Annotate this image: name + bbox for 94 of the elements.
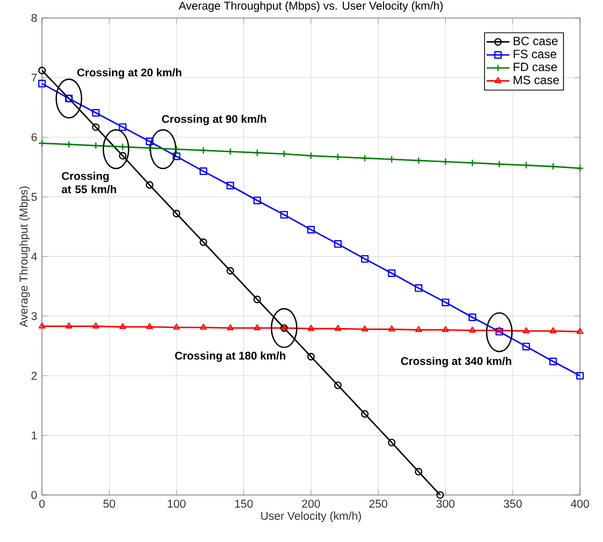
y-tick-label: 7 — [32, 74, 37, 82]
point — [388, 156, 396, 164]
y-tick-label: 6 — [32, 133, 37, 142]
point — [226, 148, 234, 156]
point — [442, 158, 450, 166]
point — [66, 322, 72, 328]
y-tick-label: 3 — [31, 312, 37, 320]
point — [254, 324, 261, 330]
point — [361, 255, 369, 263]
point — [146, 181, 154, 189]
chart-title: Average Throughput (Mbps) vs. User Velocity (km/h) — [178, 1, 443, 12]
y-tick-label: 1 — [32, 431, 37, 440]
point — [200, 146, 208, 154]
point — [173, 324, 180, 330]
annotation: Crossing at 340 km/h — [401, 356, 512, 368]
point — [146, 138, 154, 146]
point — [334, 240, 342, 248]
point — [226, 324, 234, 330]
point — [388, 325, 396, 332]
legend-label: BC case — [514, 36, 558, 46]
point — [118, 123, 127, 131]
point — [468, 314, 476, 322]
point — [92, 123, 100, 131]
point — [334, 153, 342, 161]
annotation: Crossing at 55 km/h — [62, 172, 116, 194]
x-tick-label: 300 — [436, 500, 454, 508]
x-tick-label: 350 — [504, 500, 522, 508]
point — [361, 410, 369, 418]
point — [307, 226, 315, 234]
x-tick-label: 200 — [302, 500, 320, 508]
point — [442, 326, 449, 332]
point — [469, 326, 476, 333]
point — [172, 145, 180, 153]
point — [307, 152, 315, 160]
legend-label: FD case — [514, 62, 557, 72]
point — [38, 80, 46, 88]
point — [308, 324, 314, 331]
x-tick-label: 250 — [369, 500, 388, 508]
point — [414, 468, 422, 476]
point — [253, 296, 261, 304]
point — [200, 238, 208, 246]
point — [253, 148, 261, 157]
point — [146, 144, 154, 152]
point — [522, 342, 530, 350]
x-tick-label: 400 — [570, 500, 589, 508]
point — [172, 210, 180, 218]
point — [550, 327, 556, 334]
y-tick-label: 5 — [31, 192, 37, 201]
point — [388, 438, 396, 446]
annotation: Crossing at 90 km/h — [162, 114, 266, 126]
point — [576, 372, 584, 380]
legend-label: FS case — [514, 50, 556, 58]
point — [307, 352, 315, 360]
point — [226, 182, 234, 190]
point — [92, 109, 100, 117]
point — [334, 324, 342, 331]
point — [119, 323, 126, 330]
point — [92, 322, 100, 328]
y-tick-label: 2 — [32, 372, 37, 380]
point — [522, 161, 530, 170]
point — [200, 324, 207, 330]
point — [549, 162, 557, 170]
x-tick-label: 50 — [103, 500, 116, 508]
point — [442, 298, 450, 306]
point — [226, 267, 234, 275]
y-tick-label: 4 — [31, 252, 37, 260]
point — [415, 326, 422, 332]
point — [496, 326, 503, 333]
x-tick-label: 0 — [39, 500, 45, 508]
point — [576, 164, 584, 172]
annotation: Crossing at 180 km/h — [175, 351, 286, 362]
x-tick-label: 150 — [235, 500, 253, 508]
point — [172, 152, 180, 160]
point — [549, 358, 557, 366]
point — [200, 167, 208, 176]
point — [361, 325, 368, 332]
point — [388, 269, 396, 277]
point — [334, 381, 342, 390]
point — [280, 210, 288, 219]
point — [118, 142, 127, 151]
point — [253, 196, 261, 204]
x-tick-label: 100 — [168, 500, 186, 508]
point — [146, 323, 153, 330]
y-tick-label: 8 — [31, 14, 37, 22]
x-axis-title: User Velocity (km/h) — [261, 512, 361, 522]
y-axis-title: Average Throughput (Mbps) — [19, 186, 30, 328]
point — [414, 156, 422, 164]
point — [280, 150, 288, 158]
point — [522, 327, 530, 334]
point — [118, 152, 127, 160]
annotation: Crossing at 20 km/h — [77, 68, 182, 79]
y-tick-label: 0 — [31, 490, 37, 499]
legend-label: MS case — [514, 76, 559, 84]
point — [414, 284, 422, 292]
